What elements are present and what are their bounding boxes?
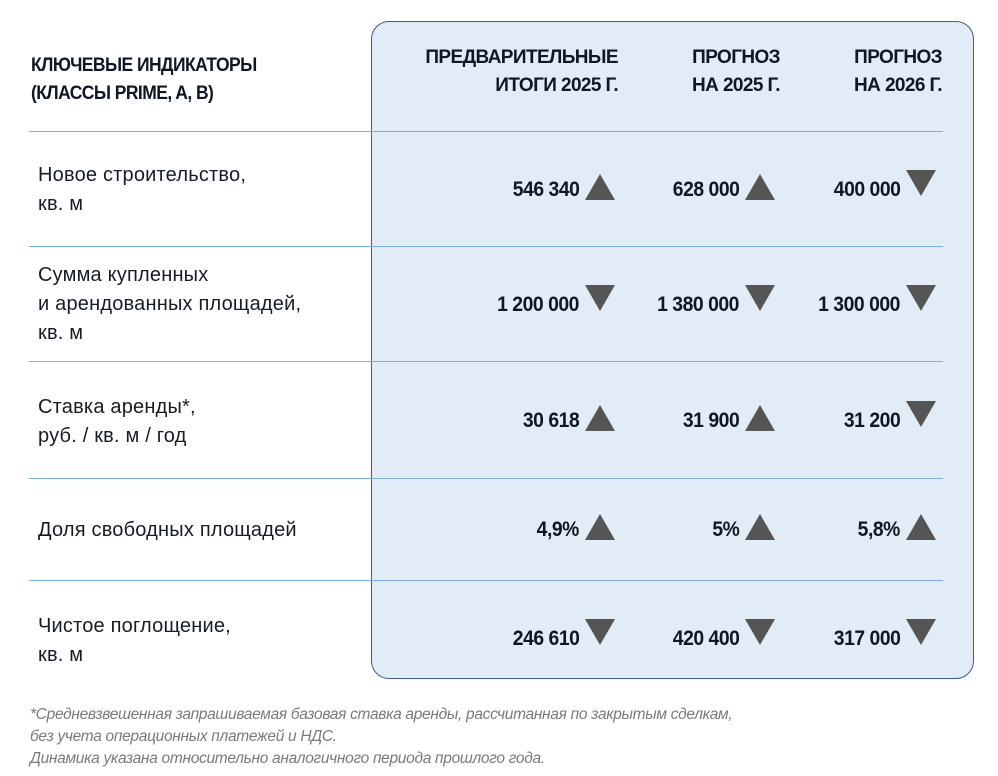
row-label-new-construction: Новое строительство, кв. м [38, 161, 246, 219]
divider [29, 361, 943, 362]
row-label-line: и арендованных площадей, [38, 293, 302, 315]
triangle-down-icon [906, 285, 936, 311]
value-number: 246 610 [512, 627, 579, 650]
triangle-up-icon [585, 514, 615, 540]
column-header-line: ИТОГИ 2025 Г. [495, 75, 618, 96]
triangle-up-icon [906, 514, 936, 540]
value-cell: 31 900 [678, 405, 775, 437]
value-number: 31 900 [682, 409, 740, 432]
key-indicators-heading: КЛЮЧЕВЫЕ ИНДИКАТОРЫ (КЛАССЫ PRIME, A, B) [31, 52, 257, 108]
column-header-line: НА 2025 Г. [692, 75, 781, 96]
row-label-line: кв. м [38, 322, 84, 344]
key-indicators-title: КЛЮЧЕВЫЕ ИНДИКАТОРЫ [31, 55, 257, 76]
divider [29, 580, 943, 581]
value-number: 546 340 [512, 178, 579, 201]
row-label-line: кв. м [38, 193, 84, 215]
footnote: *Средневзвешенная запрашиваемая базовая … [30, 704, 733, 770]
triangle-down-icon [585, 619, 615, 645]
value-cell: 5,8% [854, 514, 936, 546]
row-label-line: руб. / кв. м / год [38, 425, 187, 447]
value-cell: 31 200 [839, 401, 936, 437]
triangle-up-icon [585, 174, 615, 200]
value-cell: 1 200 000 [490, 285, 615, 321]
value-number: 317 000 [833, 627, 900, 650]
key-indicators-subtitle: (КЛАССЫ PRIME, A, B) [31, 83, 214, 104]
value-number: 1 380 000 [657, 293, 739, 316]
triangle-up-icon [745, 405, 775, 431]
row-label-line: Чистое поглощение, [38, 615, 231, 637]
triangle-down-icon [745, 285, 775, 311]
value-cell: 4,9% [533, 514, 615, 546]
column-header-line: ПРОГНОЗ [854, 47, 942, 68]
value-number: 4,9% [536, 518, 580, 541]
triangle-down-icon [906, 170, 936, 196]
row-label-net-absorption: Чистое поглощение, кв. м [38, 612, 231, 670]
triangle-down-icon [745, 619, 775, 645]
column-header-forecast-2026: ПРОГНОЗ НА 2026 Г. [854, 44, 943, 100]
row-label-line: кв. м [38, 644, 84, 666]
row-label-line: Ставка аренды*, [38, 396, 196, 418]
value-cell: 317 000 [828, 619, 936, 655]
value-cell: 5% [710, 514, 775, 546]
value-cell: 246 610 [507, 619, 615, 655]
divider [29, 131, 943, 132]
value-number: 5% [711, 518, 739, 541]
value-cell: 400 000 [828, 170, 936, 206]
value-cell: 628 000 [667, 174, 775, 206]
triangle-up-icon [745, 514, 775, 540]
column-header-line: ПРЕДВАРИТЕЛЬНЫЕ [425, 47, 618, 68]
value-number: 31 200 [843, 409, 901, 432]
triangle-down-icon [906, 619, 936, 645]
row-label-line: Доля свободных площадей [38, 519, 297, 541]
footnote-line: без учета операционных платежей и НДС. [30, 728, 337, 745]
value-cell: 1 380 000 [650, 285, 775, 321]
forecast-panel [371, 21, 974, 679]
value-cell: 30 618 [518, 405, 615, 437]
triangle-up-icon [585, 405, 615, 431]
value-cell: 1 300 000 [811, 285, 936, 321]
value-number: 400 000 [833, 178, 900, 201]
row-label-line: Сумма купленных [38, 264, 209, 286]
value-number: 420 400 [672, 627, 739, 650]
column-header-prelim-2025: ПРЕДВАРИТЕЛЬНЫЕ ИТОГИ 2025 Г. [425, 44, 618, 100]
triangle-up-icon [745, 174, 775, 200]
value-number: 628 000 [672, 178, 739, 201]
row-label-line: Новое строительство, [38, 164, 247, 186]
column-header-line: НА 2026 Г. [854, 75, 943, 96]
row-label-absorbed-area: Сумма купленных и арендованных площадей,… [38, 261, 301, 348]
triangle-down-icon [906, 401, 936, 427]
footnote-line: Динамика указана относительно аналогично… [30, 750, 545, 767]
value-number: 1 300 000 [818, 293, 900, 316]
value-cell: 420 400 [667, 619, 775, 655]
column-header-line: ПРОГНОЗ [692, 47, 780, 68]
value-number: 30 618 [522, 409, 580, 432]
value-cell: 546 340 [507, 174, 615, 206]
divider [29, 478, 943, 479]
triangle-down-icon [585, 285, 615, 311]
column-header-forecast-2025: ПРОГНОЗ НА 2025 Г. [692, 44, 781, 100]
row-label-vacancy-rate: Доля свободных площадей [38, 516, 297, 545]
value-number: 5,8% [857, 518, 901, 541]
divider [29, 246, 943, 247]
footnote-line: *Средневзвешенная запрашиваемая базовая … [30, 706, 733, 723]
value-number: 1 200 000 [497, 293, 579, 316]
row-label-rental-rate: Ставка аренды*, руб. / кв. м / год [38, 393, 196, 451]
